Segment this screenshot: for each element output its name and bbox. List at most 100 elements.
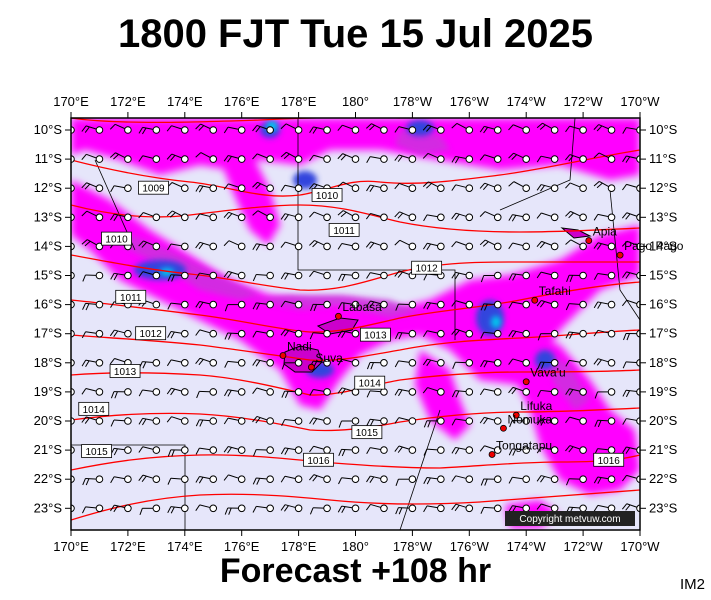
lat-label-left: 22°S <box>34 471 63 486</box>
isobar-value: 1015 <box>356 428 379 439</box>
lon-label-bottom: 176°W <box>450 539 490 554</box>
wind-barb <box>508 329 531 338</box>
wind-barb <box>621 299 640 309</box>
wind-barb <box>537 359 559 369</box>
wind-barb <box>166 416 189 425</box>
wind-barb <box>536 417 559 426</box>
place-name: Nadi <box>287 340 312 354</box>
boundary-line-5 <box>399 409 441 530</box>
lat-label-right: 12°S <box>649 180 678 195</box>
wind-barb <box>71 475 75 483</box>
place-marker: Apia <box>585 225 617 244</box>
wind-barb <box>166 182 189 192</box>
isobar-line <box>71 204 640 233</box>
lon-label-bottom: 172°W <box>564 539 604 554</box>
wind-barb <box>566 271 587 283</box>
lon-label-top: 176°W <box>450 94 490 109</box>
place-name: Vava'u <box>530 366 565 380</box>
wind-barb <box>508 475 531 484</box>
wind-barb <box>71 213 75 222</box>
lat-label-right: 23°S <box>649 500 678 515</box>
wind-barb <box>309 329 331 340</box>
isobar-label: 1016 <box>303 452 334 467</box>
wind-barb <box>223 183 246 192</box>
wind-barb <box>451 300 474 309</box>
wind-barb <box>195 417 218 427</box>
wind-barb <box>280 213 303 222</box>
wind-barb <box>479 154 502 163</box>
wind-barb <box>71 126 75 134</box>
wind-barb <box>81 153 104 163</box>
wind-barb <box>253 446 274 457</box>
place-marker: Labasa <box>335 300 382 320</box>
lat-label-left: 14°S <box>34 238 63 253</box>
wind-barb <box>622 474 640 483</box>
wind-barb <box>109 152 132 163</box>
wind-barb <box>195 241 218 251</box>
lat-label-right: 13°S <box>649 209 678 224</box>
wind-barb <box>138 446 161 454</box>
wind-barb <box>71 446 75 454</box>
wind-barb <box>480 329 502 339</box>
wind-barb <box>622 388 640 398</box>
wind-barb <box>138 271 161 280</box>
wind-barb <box>451 417 474 426</box>
precip-heavy-6 <box>535 350 555 370</box>
lon-label-bottom: 180° <box>342 539 369 554</box>
isobar-value: 1009 <box>142 184 165 195</box>
wind-barb <box>365 300 388 309</box>
wind-barb <box>536 446 559 454</box>
place-name: Suva <box>315 351 343 365</box>
wind-barb <box>565 300 587 311</box>
wind-barb <box>451 475 474 484</box>
isobar-label: 1013 <box>360 327 391 342</box>
copyright-box <box>505 511 635 526</box>
wind-barb <box>593 329 616 338</box>
isobar-label: 1016 <box>593 452 625 467</box>
wind-barb <box>71 271 75 280</box>
lon-label-top: 176°E <box>224 94 260 109</box>
isobar-line <box>71 489 640 521</box>
isobar-label: 1014 <box>354 375 386 390</box>
wind-barb <box>536 503 559 513</box>
wind-barb <box>223 474 246 484</box>
wind-barb <box>138 240 161 251</box>
wind-barb <box>508 152 531 163</box>
isobar-value: 1014 <box>83 405 106 416</box>
wind-barb <box>565 388 587 396</box>
wind-barb <box>565 182 587 192</box>
wind-barb <box>82 504 104 514</box>
lon-label-top: 178°W <box>393 94 433 109</box>
wind-barb <box>337 153 360 163</box>
place-dot <box>488 451 496 458</box>
wind-barb <box>565 416 587 425</box>
wind-barb <box>71 184 75 192</box>
lat-label-left: 11°S <box>35 151 63 166</box>
wind-barb <box>394 239 417 251</box>
place-marker: Vava'u <box>522 366 566 386</box>
wind-barb <box>508 386 531 396</box>
isobar-label: 1015 <box>351 425 383 439</box>
wind-barb <box>167 475 189 485</box>
place-dot <box>279 352 287 359</box>
lon-label-top: 174°W <box>507 94 547 109</box>
wind-barb <box>537 329 559 341</box>
axis-ticks <box>65 112 646 536</box>
wind-barb <box>593 358 616 367</box>
wind-barb <box>423 417 445 428</box>
place-marker: Tongatapu <box>488 438 552 458</box>
lon-label-bottom: 170°W <box>620 539 660 554</box>
wind-barb <box>82 300 104 311</box>
lon-label-bottom: 172°E <box>110 539 146 554</box>
wind-barb <box>223 126 246 134</box>
wind-barb <box>224 329 246 340</box>
lat-label-left: 12°S <box>34 180 63 195</box>
wind-barb <box>280 446 303 455</box>
lon-label-bottom: 178°E <box>281 539 317 554</box>
wind-barb <box>338 446 360 457</box>
lat-label-right: 21°S <box>649 442 678 457</box>
wind-barb <box>195 475 218 484</box>
wind-barb <box>423 504 445 513</box>
isobar-label: 1015 <box>81 444 113 458</box>
place-name: Labasa <box>342 300 382 314</box>
